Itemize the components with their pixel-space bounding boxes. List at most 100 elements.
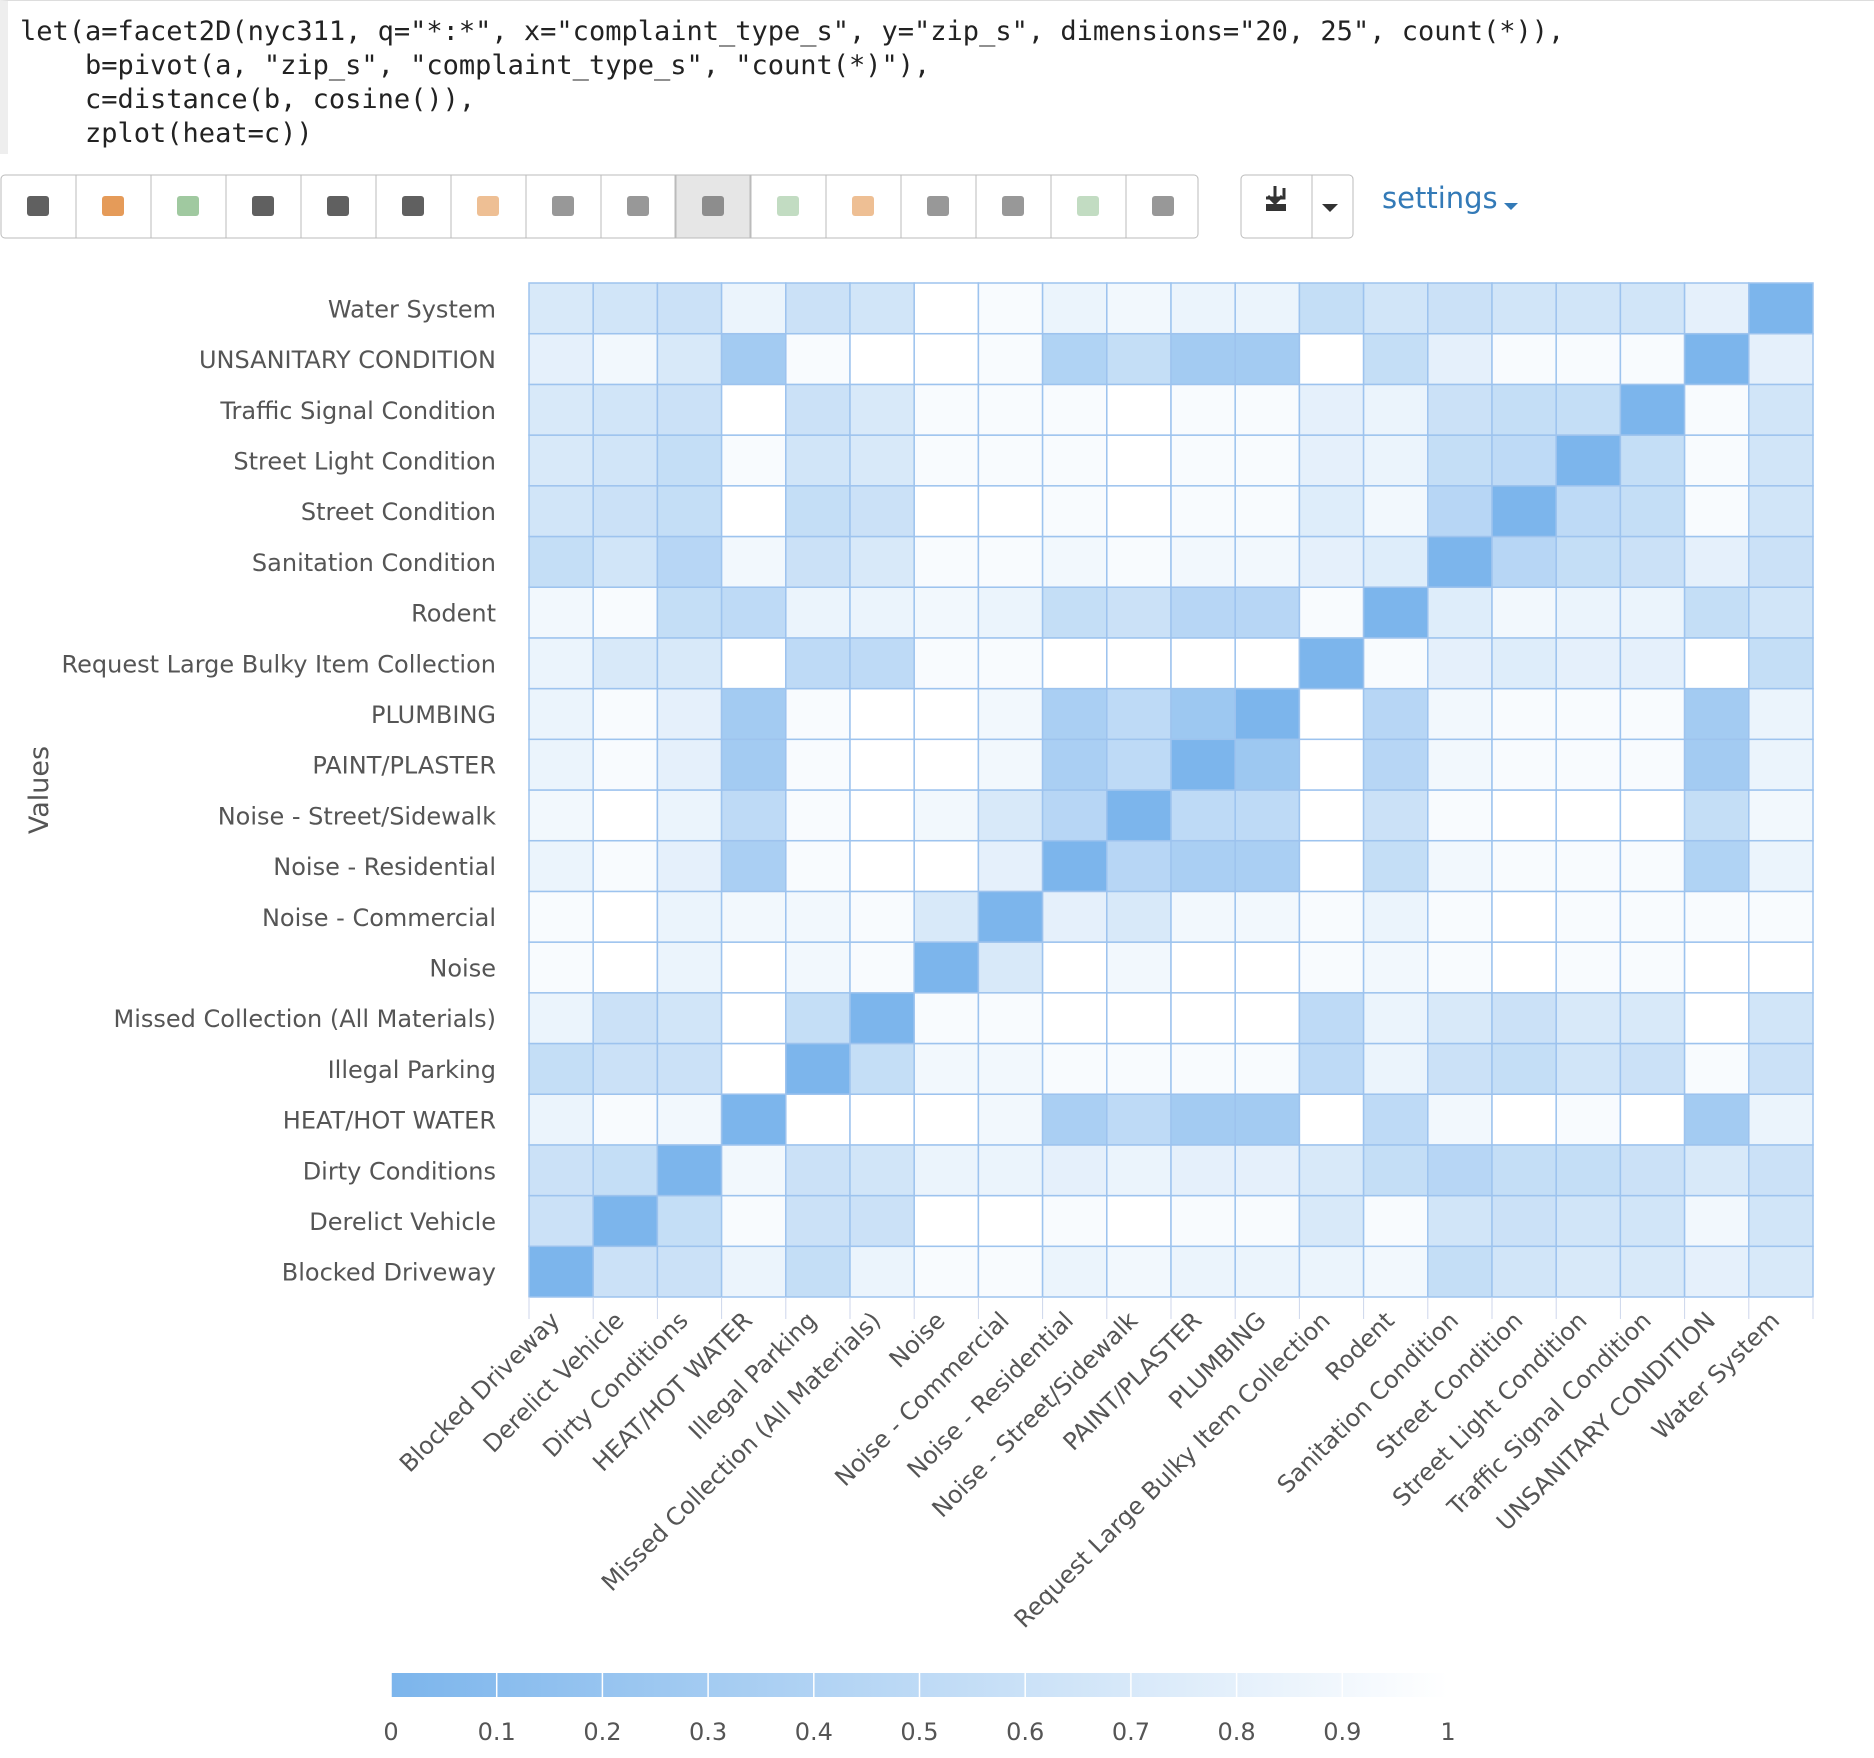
heat-cell	[1041, 789, 1108, 842]
heat-cell	[1491, 637, 1557, 690]
heat-cell	[1491, 332, 1557, 386]
heat-cell	[1106, 839, 1172, 893]
heat-cell	[1748, 1194, 1814, 1248]
heat-cell	[1491, 1093, 1557, 1146]
heat-cell	[1555, 1245, 1622, 1298]
heat-cell	[1234, 992, 1301, 1045]
heat-cell	[1170, 282, 1236, 335]
heat-cell	[1362, 434, 1429, 487]
heat-cell	[592, 485, 659, 538]
heat-cell	[1170, 1144, 1236, 1197]
heat-cell	[913, 332, 980, 386]
heat-cell	[720, 282, 787, 335]
heat-cell	[1683, 1144, 1750, 1197]
heat-cell	[1041, 941, 1108, 994]
heat-cell	[785, 637, 851, 690]
heat-cell	[977, 535, 1044, 588]
heat-cell	[1748, 637, 1814, 690]
heat-cell	[1491, 839, 1557, 893]
heat-cell	[1041, 332, 1108, 386]
toolbar-icon	[777, 196, 799, 216]
heat-cell	[1106, 383, 1172, 436]
heat-cell	[1427, 282, 1493, 335]
heat-cell	[849, 941, 915, 994]
heat-cell	[977, 992, 1044, 1045]
heat-cell	[592, 535, 659, 588]
heat-cell	[1170, 687, 1236, 741]
heat-cell	[1491, 738, 1557, 791]
heat-cell	[720, 434, 787, 487]
heat-cell	[1683, 637, 1750, 690]
heat-cell	[913, 1093, 980, 1146]
heat-cell	[1362, 992, 1429, 1045]
heat-cell	[1298, 1042, 1365, 1095]
heat-cell	[1298, 992, 1365, 1045]
heat-cell	[720, 637, 787, 690]
heat-cell	[528, 586, 594, 639]
heat-cell	[977, 1194, 1044, 1248]
heat-cell	[977, 282, 1044, 335]
heat-cell	[849, 383, 915, 436]
download-button[interactable]	[1240, 174, 1354, 239]
heat-cell	[1619, 1093, 1686, 1146]
colorbar-tick-label: 0	[383, 1718, 398, 1746]
heat-cell	[592, 434, 659, 487]
heat-cell	[1748, 1042, 1814, 1095]
y-tick-label: Water System	[328, 295, 496, 323]
heat-cell	[1491, 485, 1557, 538]
heat-cell	[977, 890, 1044, 943]
heat-cell	[1555, 839, 1622, 893]
heat-cell	[1041, 1042, 1108, 1095]
heat-cell	[1234, 485, 1301, 538]
heat-cell	[785, 1245, 851, 1298]
heat-cell	[1491, 1245, 1557, 1298]
heat-cell	[1170, 434, 1236, 487]
heat-cell	[656, 535, 723, 588]
heat-cell	[1427, 992, 1493, 1045]
heat-cell	[1234, 1144, 1301, 1197]
heat-cell	[720, 485, 787, 538]
heat-cell	[1427, 941, 1493, 994]
heat-cell	[1491, 890, 1557, 943]
heat-cell	[849, 1194, 915, 1248]
heat-cell	[528, 1144, 594, 1197]
heat-cell	[977, 1245, 1044, 1298]
heat-cell	[1748, 890, 1814, 943]
heat-cell	[1106, 1144, 1172, 1197]
heat-cell	[1619, 839, 1686, 893]
settings-link[interactable]: settings	[1382, 181, 1498, 215]
heat-cell	[977, 383, 1044, 436]
heat-cell	[1619, 789, 1686, 842]
heat-cell	[1041, 434, 1108, 487]
heat-cell	[849, 282, 915, 335]
code-line: b=pivot(a, "zip_s", "complaint_type_s", …	[20, 50, 931, 81]
heat-cell	[913, 282, 980, 335]
heat-cell	[1041, 1144, 1108, 1197]
y-tick-label: Request Large Bulky Item Collection	[62, 650, 496, 678]
heat-cell	[849, 586, 915, 639]
heat-cell	[785, 434, 851, 487]
heat-cell	[1619, 485, 1686, 538]
toolbar-icon	[627, 196, 649, 216]
heat-cell	[1234, 890, 1301, 943]
heat-cell	[1683, 485, 1750, 538]
heat-cell	[1298, 282, 1365, 335]
heat-cell	[528, 1093, 594, 1146]
heat-cell	[1748, 1093, 1814, 1146]
heat-cell	[1555, 738, 1622, 791]
heat-cell	[1298, 383, 1365, 436]
heat-cell	[1555, 890, 1622, 943]
heat-cell	[1170, 535, 1236, 588]
code-editor[interactable]: let(a=facet2D(nyc311, q="*:*", x="compla…	[0, 0, 1874, 154]
heat-cell	[1427, 789, 1493, 842]
heat-cell	[1683, 282, 1750, 335]
heat-cell	[1683, 383, 1750, 436]
heat-cell	[1362, 485, 1429, 538]
heat-cell	[785, 383, 851, 436]
heat-cell	[1555, 1194, 1622, 1248]
heat-cell	[977, 586, 1044, 639]
heat-cell	[1170, 1093, 1236, 1146]
heat-cell	[1427, 687, 1493, 741]
heat-cell	[785, 687, 851, 741]
